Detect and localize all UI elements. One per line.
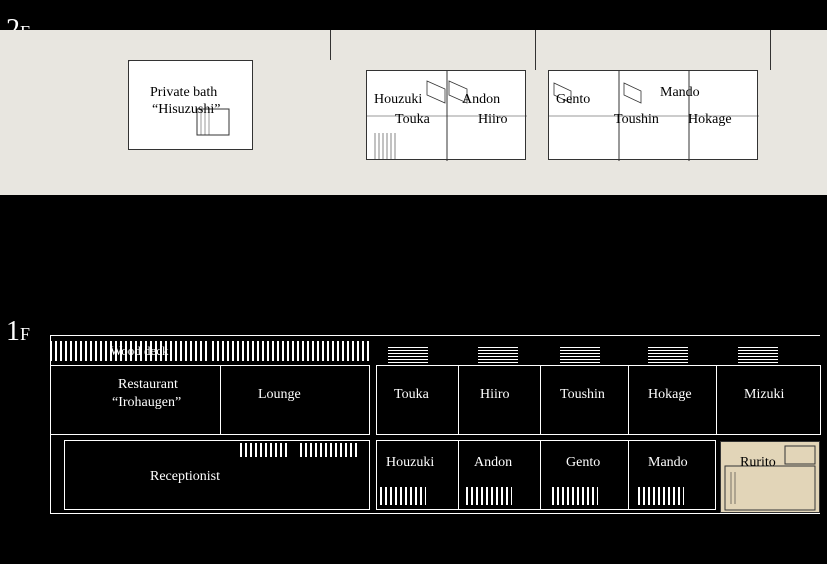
plan-2f: Private bath “Hisuzushi” Houzuki Touka A… — [0, 30, 827, 195]
div-1f-u3 — [628, 365, 629, 435]
label-gento-2f: Gento — [556, 92, 590, 109]
hatch-touka-1f — [388, 345, 428, 363]
hatch-hiiro-1f — [478, 345, 518, 363]
outline-1f-top — [50, 335, 820, 336]
divider-2f-b — [535, 30, 536, 70]
restaurant-lounge-div — [220, 365, 221, 435]
rurito-sketch — [721, 442, 821, 514]
label-hokage-1f: Hokage — [648, 387, 692, 404]
label-receptionist: Receptionist — [150, 469, 220, 486]
divider-2f-c — [770, 30, 771, 70]
outline-1f-left — [50, 335, 51, 513]
label-andon-1f: Andon — [474, 455, 512, 472]
hatch-reception-1 — [240, 443, 290, 457]
label-wood-deck: Wood deck — [110, 343, 169, 359]
label-toushin-2f: Toushin — [614, 112, 659, 129]
wood-deck-hatch-2 — [212, 341, 372, 361]
label-mando-2f: Mando — [660, 85, 700, 102]
hatch-toushin-1f — [560, 345, 600, 363]
label-hokage-2f: Hokage — [688, 112, 732, 129]
label-lounge: Lounge — [258, 387, 301, 404]
label-gento-1f: Gento — [566, 455, 600, 472]
label-rurito: Rurito — [740, 455, 776, 472]
hatch-l-2 — [466, 487, 512, 505]
label-restaurant-1: Restaurant — [118, 377, 178, 394]
label-andon-2f: Andon — [462, 92, 500, 109]
restaurant-box — [50, 365, 370, 435]
div-1f-l3 — [628, 440, 629, 510]
div-1f-l2 — [540, 440, 541, 510]
hatch-l-3 — [552, 487, 598, 505]
hatch-l-1 — [380, 487, 426, 505]
label-touka-2f: Touka — [395, 112, 430, 129]
label-hiiro-1f: Hiiro — [480, 387, 510, 404]
room-rurito — [720, 441, 820, 513]
plan-1f: Wood deck Restaurant “Irohaugen” Lounge … — [0, 335, 827, 545]
hatch-mizuki-1f — [738, 345, 778, 363]
label-mando-1f: Mando — [648, 455, 688, 472]
hatch-l-4 — [638, 487, 684, 505]
label-restaurant-2: “Irohaugen” — [112, 395, 181, 412]
div-1f-u2 — [540, 365, 541, 435]
private-bath-label-2: “Hisuzushi” — [152, 102, 220, 119]
div-1f-u1 — [458, 365, 459, 435]
hatch-hokage-1f — [648, 345, 688, 363]
label-mizuki-1f: Mizuki — [744, 387, 784, 404]
div-1f-l1 — [458, 440, 459, 510]
divider-2f-a — [330, 30, 331, 60]
outline-1f-bottom — [50, 513, 820, 514]
label-hiiro-2f: Hiiro — [478, 112, 508, 129]
label-houzuki-2f: Houzuki — [374, 92, 422, 109]
hatch-reception-2 — [300, 443, 360, 457]
label-touka-1f: Touka — [394, 387, 429, 404]
div-1f-u4 — [716, 365, 717, 435]
private-bath-label-1: Private bath — [150, 85, 217, 102]
label-houzuki-1f: Houzuki — [386, 455, 434, 472]
label-toushin-1f: Toushin — [560, 387, 605, 404]
